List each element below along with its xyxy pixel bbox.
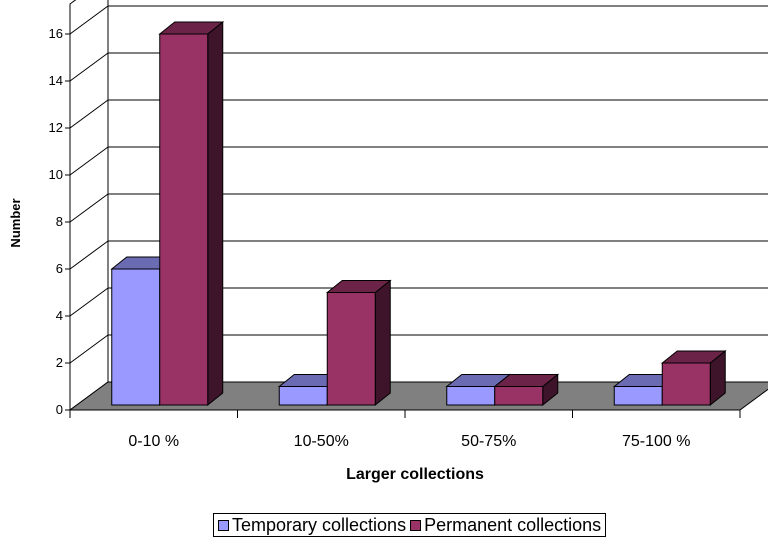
axis-labels: Number Larger collections [8,198,484,483]
x-tick-label: 10-50% [294,433,349,450]
x-tick-label: 75-100 % [622,433,691,450]
x-tick-label: 50-75% [461,433,516,450]
gridline-diag [69,99,109,129]
bar-side [207,20,224,407]
y-axis-label: Number [8,198,23,247]
y-tick-label: 12 [49,120,63,135]
bar [660,349,727,407]
gridline-diag [69,334,109,364]
bar [325,279,392,407]
legend-swatch-temporary [218,519,229,531]
bar-front [494,386,544,406]
gridline-diag [69,287,109,317]
bar-front [111,268,161,406]
legend-swatch-permanent [410,519,422,531]
bars [110,20,727,407]
y-tick-label: 14 [49,73,63,88]
legend-item-permanent: Permanent collections [410,515,601,536]
legend-label-permanent: Permanent collections [424,514,602,535]
gridline-diag [69,52,109,82]
y-tick-label: 8 [56,214,63,229]
axes: 0 2 4 6 8 10 12 14 16 0-10 % 10-50% 50-75% 75-100 % [49,26,741,450]
gridline-diag [69,193,109,223]
bar-front [326,292,376,406]
y-tick-label: 16 [49,26,63,41]
bar-front [613,386,663,406]
y-tick-label: 0 [56,402,63,417]
bar-front [278,386,328,406]
y-tick-label: 6 [56,261,63,276]
x-axis-label: Larger collections [346,466,484,483]
bar-front [446,386,496,406]
legend: Temporary collections Permanent collecti… [213,513,607,537]
y-tick-label: 4 [56,308,63,323]
y-tick-label: 2 [56,355,63,370]
x-tick-label: 0-10 % [128,433,179,450]
bar-front [661,362,711,406]
gridline-diag [69,5,109,35]
gridline-diag [69,240,109,270]
legend-item-temporary: Temporary collections [218,515,406,536]
bar [158,20,225,407]
gridline-diag [69,146,109,176]
bar [493,373,560,407]
bar-front [159,33,209,406]
legend-label-temporary: Temporary collections [232,514,407,535]
bar-side [374,279,391,407]
y-tick-label: 10 [49,167,63,182]
